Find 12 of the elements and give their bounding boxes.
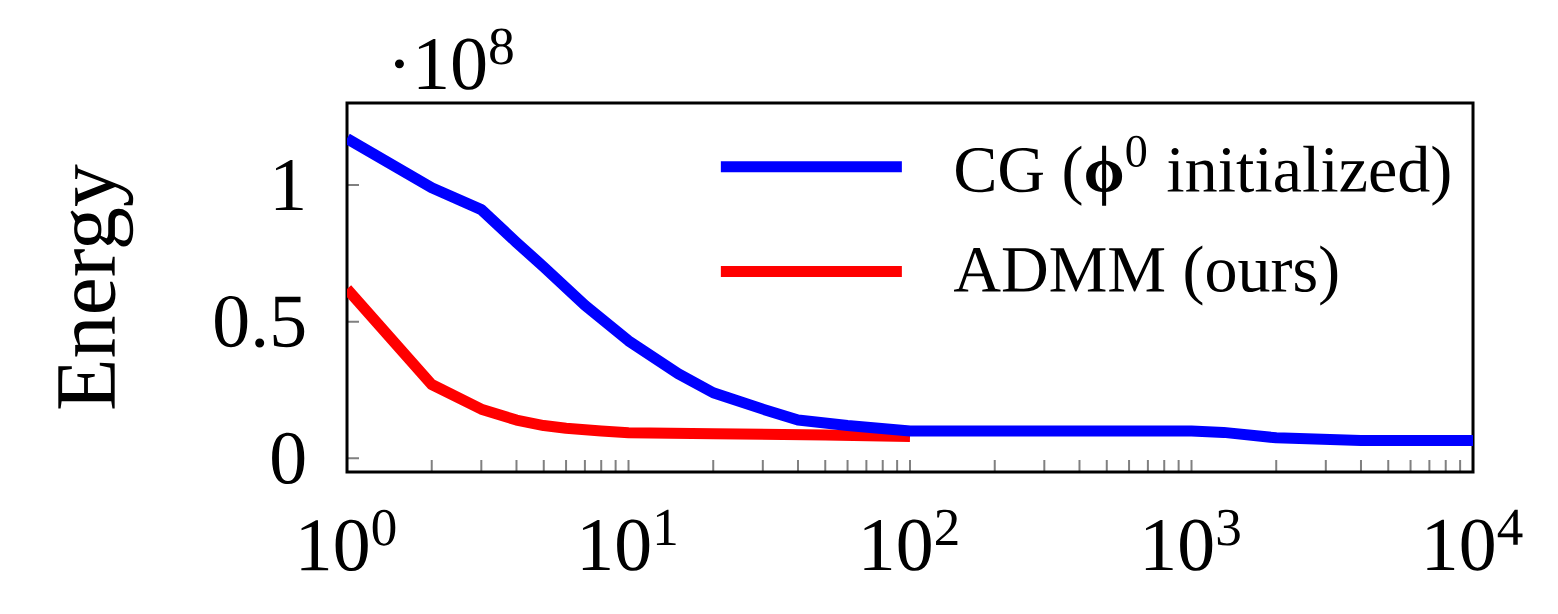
text: ·10$^{8}$	[394, 28, 513, 90]
y-tick-label: 1	[275, 159, 303, 211]
x-tick-label: 10$^{4}$	[1427, 509, 1523, 571]
x-tick-label: 10$^{3}$	[1145, 509, 1240, 571]
y-tick-label: 0.5	[215, 295, 305, 348]
y-axis-title: Energy	[58, 164, 134, 409]
x-tick-label: 10$^{0}$	[301, 509, 396, 572]
x-tick-label: 10$^{1}$	[582, 509, 676, 571]
x-tick-label: 10$^{2}$	[864, 509, 958, 571]
y-tick-label: 0	[272, 432, 305, 484]
legend-label: CG (ϕ$^{0}$ initialized)	[956, 135, 1450, 206]
legend-label: ADMM (ours)	[953, 245, 1338, 306]
